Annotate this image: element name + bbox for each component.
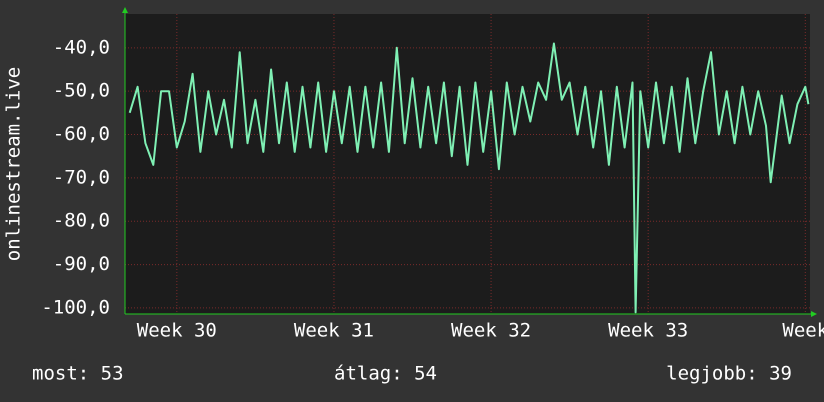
x-tick-label: Week 32	[451, 320, 531, 342]
x-tick-label: Week 30	[137, 320, 217, 342]
x-tick-label: Week	[782, 320, 824, 342]
axis-arrow	[811, 311, 817, 317]
y-tick-label: -60,0	[53, 123, 110, 145]
footer-current: most: 53	[32, 363, 124, 385]
y-tick-label: -40,0	[53, 36, 110, 58]
y-tick-label: -80,0	[53, 210, 110, 232]
axis-arrow	[122, 7, 128, 13]
x-tick-label: Week 33	[608, 320, 688, 342]
footer-average: átlag: 54	[334, 363, 437, 385]
y-tick-label: -70,0	[53, 166, 110, 188]
y-tick-label: -90,0	[53, 253, 110, 275]
data-line	[128, 42, 810, 314]
x-tick-label: Week 31	[294, 320, 374, 342]
y-tick-label: -100,0	[41, 296, 110, 318]
footer-best: legjobb: 39	[666, 363, 792, 385]
y-tick-label: -50,0	[53, 80, 110, 102]
y-axis-label: onlinestream.live	[3, 67, 25, 261]
